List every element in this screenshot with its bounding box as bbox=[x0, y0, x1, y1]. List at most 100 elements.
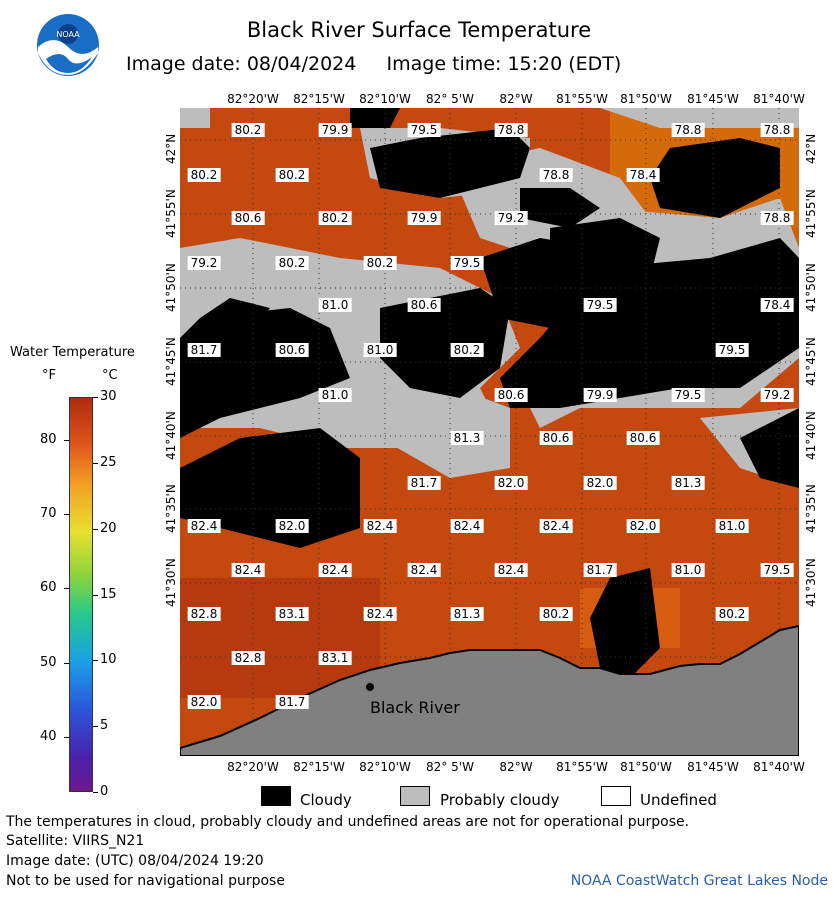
temperature-label: 82.4 bbox=[231, 563, 265, 577]
temperature-label: 79.2 bbox=[760, 388, 794, 402]
fahrenheit-tick-label: 70 bbox=[40, 506, 57, 521]
longitude-tick-label: 81°50'W bbox=[620, 92, 672, 106]
probably-cloudy-swatch bbox=[400, 786, 430, 806]
temperature-label: 79.5 bbox=[450, 256, 484, 270]
longitude-tick-label: 81°50'W bbox=[620, 760, 672, 774]
temperature-label: 80.2 bbox=[318, 211, 352, 225]
legend-title: Water Temperature bbox=[10, 345, 135, 360]
longitude-tick-label: 82° 5'W bbox=[426, 760, 474, 774]
temperature-label: 82.4 bbox=[363, 519, 397, 533]
lat-lon-grid bbox=[180, 108, 799, 756]
temperature-label: 79.2 bbox=[494, 211, 528, 225]
temperature-label: 82.4 bbox=[363, 607, 397, 621]
longitude-tick-label: 82°W bbox=[499, 760, 533, 774]
cloudy-areas bbox=[180, 108, 799, 678]
temperature-label: 81.7 bbox=[187, 343, 221, 357]
map-canvas bbox=[180, 108, 799, 756]
celsius-tick-mark bbox=[93, 660, 98, 662]
longitude-tick-label: 81°45'W bbox=[687, 92, 739, 106]
probably-cloudy-label: Probably cloudy bbox=[440, 791, 560, 809]
temperature-label: 80.6 bbox=[494, 388, 528, 402]
temperature-label: 78.4 bbox=[760, 298, 794, 312]
temperature-label: 79.5 bbox=[715, 343, 749, 357]
celsius-tick-mark bbox=[93, 397, 98, 398]
longitude-tick-label: 82°W bbox=[499, 92, 533, 106]
latitude-tick-label: 41°50'N bbox=[804, 263, 818, 312]
temperature-label: 82.0 bbox=[187, 695, 221, 709]
latitude-tick-label: 41°55'N bbox=[804, 189, 818, 238]
temperature-label: 79.2 bbox=[187, 256, 221, 270]
temperature-label: 80.2 bbox=[450, 343, 484, 357]
temperature-label: 78.4 bbox=[626, 168, 660, 182]
temperature-label: 82.0 bbox=[626, 519, 660, 533]
temperature-label: 78.8 bbox=[494, 123, 528, 137]
place-label-black-river: Black River bbox=[370, 698, 460, 717]
latitude-tick-label: 41°35'N bbox=[804, 484, 818, 533]
fahrenheit-tick-label: 80 bbox=[40, 432, 57, 447]
temperature-label: 82.0 bbox=[275, 519, 309, 533]
temperature-label: 82.4 bbox=[407, 563, 441, 577]
legend-unit-f: °F bbox=[42, 368, 56, 383]
temperature-label: 80.2 bbox=[275, 168, 309, 182]
latitude-tick-label: 41°50'N bbox=[164, 263, 178, 312]
latitude-tick-label: 41°40'N bbox=[804, 411, 818, 460]
temperature-label: 82.8 bbox=[187, 607, 221, 621]
temperature-label: 82.4 bbox=[494, 563, 528, 577]
fahrenheit-tick-mark bbox=[64, 663, 69, 664]
legend-unit-c: °C bbox=[102, 368, 118, 383]
temperature-label: 80.6 bbox=[626, 431, 660, 445]
temperature-label: 81.0 bbox=[318, 388, 352, 402]
temperature-label: 83.1 bbox=[275, 607, 309, 621]
celsius-tick-label: 20 bbox=[100, 520, 117, 536]
longitude-tick-label: 81°55'W bbox=[556, 760, 608, 774]
temperature-label: 80.2 bbox=[231, 123, 265, 137]
latitude-tick-label: 41°30'N bbox=[164, 558, 178, 607]
celsius-tick-mark bbox=[93, 726, 98, 728]
temperature-label: 81.0 bbox=[671, 563, 705, 577]
temperature-label: 80.6 bbox=[275, 343, 309, 357]
celsius-tick-mark bbox=[93, 792, 98, 793]
celsius-tick-mark bbox=[93, 528, 98, 530]
temperature-label: 80.2 bbox=[715, 607, 749, 621]
satellite-text: Satellite: VIIRS_N21 bbox=[6, 833, 145, 849]
temperature-label: 82.4 bbox=[187, 519, 221, 533]
fahrenheit-tick-mark bbox=[64, 440, 69, 441]
longitude-tick-label: 82°20'W bbox=[227, 760, 279, 774]
latitude-tick-label: 41°55'N bbox=[164, 189, 178, 238]
fahrenheit-tick-label: 60 bbox=[40, 580, 57, 595]
longitude-tick-label: 81°40'W bbox=[753, 760, 805, 774]
noaa-logo-icon: NOAA bbox=[36, 13, 100, 77]
temperature-label: 79.9 bbox=[318, 123, 352, 137]
temperature-label: 82.4 bbox=[318, 563, 352, 577]
celsius-tick-label: 10 bbox=[100, 652, 117, 668]
temperature-label: 81.7 bbox=[275, 695, 309, 709]
temperature-label: 83.1 bbox=[318, 651, 352, 665]
fahrenheit-tick-label: 50 bbox=[40, 655, 57, 670]
temperature-label: 79.9 bbox=[407, 211, 441, 225]
longitude-tick-label: 82°15'W bbox=[293, 760, 345, 774]
cloudy-swatch bbox=[261, 786, 291, 806]
temperature-label: 78.8 bbox=[760, 211, 794, 225]
temperature-label: 81.7 bbox=[407, 476, 441, 490]
celsius-tick-label: 15 bbox=[100, 586, 117, 602]
undefined-label: Undefined bbox=[640, 791, 717, 809]
navigation-warning: Not to be used for navigational purpose bbox=[6, 873, 285, 889]
longitude-tick-label: 82°10'W bbox=[359, 92, 411, 106]
temperature-label: 80.2 bbox=[363, 256, 397, 270]
temperature-label: 81.7 bbox=[583, 563, 617, 577]
celsius-tick-mark bbox=[93, 594, 98, 596]
temperature-label: 82.8 bbox=[231, 651, 265, 665]
fahrenheit-tick-label: 40 bbox=[40, 729, 57, 744]
temperature-colorbar bbox=[69, 397, 93, 792]
fahrenheit-tick-mark bbox=[64, 514, 69, 515]
temperature-label: 78.8 bbox=[671, 123, 705, 137]
map-title: Black River Surface Temperature bbox=[246, 18, 592, 42]
undefined-swatch bbox=[601, 786, 631, 806]
celsius-tick-label: 5 bbox=[100, 718, 109, 734]
longitude-tick-label: 81°40'W bbox=[753, 92, 805, 106]
temperature-label: 80.6 bbox=[539, 431, 573, 445]
temperature-label: 79.5 bbox=[671, 388, 705, 402]
temperature-label: 80.2 bbox=[539, 607, 573, 621]
celsius-tick-label: 0 bbox=[100, 784, 109, 799]
longitude-tick-label: 81°45'W bbox=[687, 760, 739, 774]
